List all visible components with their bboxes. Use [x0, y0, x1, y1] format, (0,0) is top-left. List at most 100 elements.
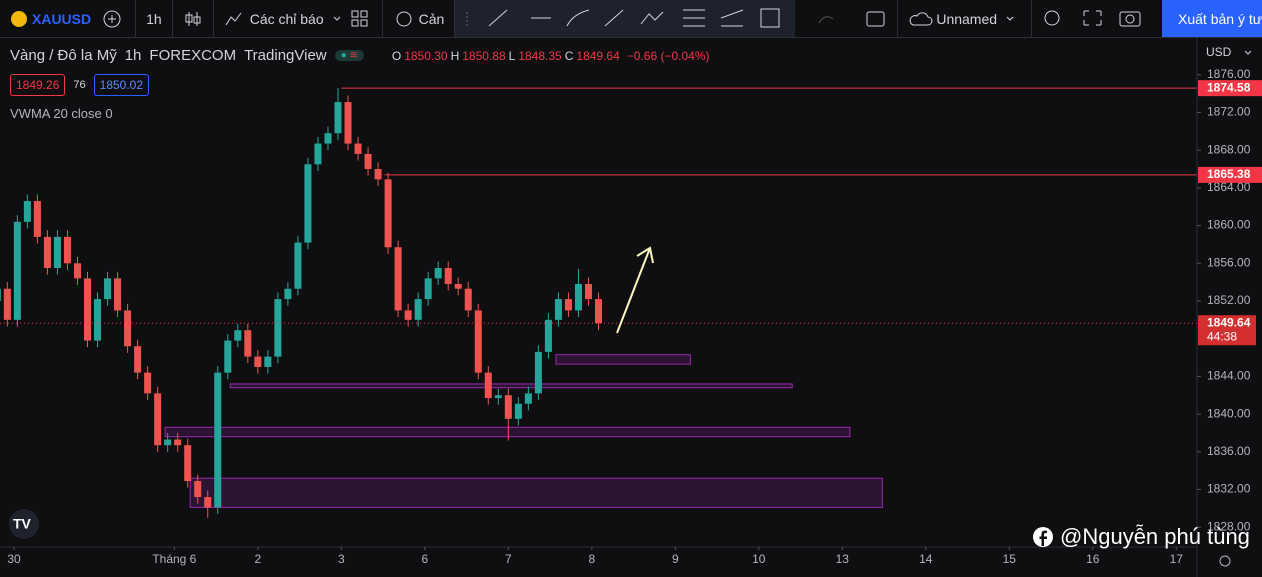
x-tick-label: 30 — [7, 552, 21, 566]
candle-body — [83, 278, 92, 341]
ask[interactable]: 1850.02 — [93, 74, 150, 96]
candle-body — [224, 340, 232, 373]
candle-body — [214, 372, 222, 508]
candle-body — [344, 102, 352, 144]
zone — [189, 477, 883, 508]
change: −0.66 (−0.04%) — [626, 48, 710, 63]
countdown: 44:38 — [1207, 329, 1237, 343]
compare-icon[interactable] — [99, 9, 125, 29]
x-tick-label: 6 — [421, 552, 428, 566]
candle-body — [174, 439, 182, 446]
candle-body — [434, 267, 442, 279]
x-tick-label: 9 — [672, 552, 679, 566]
y-tick-label: 1828.00 — [1207, 519, 1251, 533]
rect-icon — [866, 11, 885, 26]
layout-button[interactable]: Unnamed — [898, 0, 1033, 37]
plot-area — [0, 87, 1197, 518]
candle-body — [424, 278, 432, 300]
indicators: Các chỉ báo — [249, 10, 324, 27]
y-tick-label: 1872.00 — [1207, 105, 1251, 119]
o-value: 1850.30 — [404, 48, 448, 63]
indicator-legend: VWMA 20 close 0 — [10, 106, 113, 121]
caret — [333, 16, 340, 21]
h-label: H — [450, 48, 460, 63]
y-tick-label: 1864.00 — [1207, 180, 1251, 194]
price-label-box — [1198, 166, 1262, 183]
candle-body — [524, 393, 532, 404]
candle-body — [494, 395, 502, 399]
x-tick-label: 8 — [588, 552, 595, 566]
candle-body — [304, 164, 312, 243]
candle-body — [244, 330, 252, 357]
settings-icons[interactable] — [1032, 0, 1152, 37]
publish-button[interactable]: Xuất bản ý tư — [1162, 0, 1262, 37]
price-label-box — [1198, 80, 1262, 97]
candle-body — [574, 284, 582, 311]
legend: Vàng / Đô la Mỹ 1h FOREXCOM TradingView … — [10, 47, 710, 64]
candle-body — [484, 372, 492, 399]
svg-text:TV: TV — [13, 516, 32, 532]
market-status[interactable]: ● ≋ — [334, 50, 364, 61]
symbol-search[interactable]: XAUUSD — [0, 0, 137, 37]
x-tick-label: 17 — [1170, 552, 1184, 566]
y-tick-label: 1856.00 — [1207, 255, 1251, 269]
caret — [1006, 16, 1014, 21]
x-tick-label: 7 — [505, 552, 512, 566]
l-label: L — [508, 48, 516, 63]
candle-body — [13, 221, 21, 320]
y-tick-label: 1860.00 — [1207, 218, 1251, 232]
candle-body — [33, 201, 41, 237]
symbol: XAUUSD — [32, 10, 92, 27]
c-value: 1849.64 — [576, 48, 620, 63]
drawing-toolbar — [455, 0, 796, 37]
candle-body — [474, 310, 482, 373]
candle-body — [464, 288, 472, 311]
chart-type[interactable] — [173, 0, 214, 37]
interval[interactable]: 1h — [136, 0, 173, 37]
layout-name: Unnamed — [936, 10, 998, 27]
candle-body — [274, 299, 282, 357]
current-price-box — [1198, 315, 1256, 346]
candle-body — [534, 351, 542, 394]
current-price-label: 1849.64 — [1207, 315, 1251, 329]
settings — [1219, 555, 1231, 567]
candle-body — [324, 133, 332, 144]
candle-body — [504, 395, 512, 419]
x-tick-label: 16 — [1086, 552, 1100, 566]
watermark-text: @Nguyễn phú tùng — [1060, 524, 1250, 549]
templates-icon[interactable] — [348, 9, 372, 29]
candle-body — [144, 372, 152, 394]
candle-body — [254, 356, 262, 367]
x-tick-label: 14 — [919, 552, 933, 566]
fullscreen-select[interactable] — [855, 0, 899, 37]
x-tick-label: 10 — [752, 552, 766, 566]
arrow — [616, 247, 651, 334]
exchange: FOREXCOM — [149, 47, 237, 64]
drawing-tools[interactable] — [455, 0, 795, 37]
zone — [229, 383, 793, 389]
alerts-button[interactable]: Cản — [383, 0, 456, 37]
gear[interactable] — [1219, 555, 1231, 567]
candle-body — [364, 153, 372, 170]
bid[interactable]: 1849.26 — [10, 74, 66, 96]
candle-body — [594, 299, 603, 324]
candle-body — [114, 278, 122, 311]
candle-body — [294, 242, 302, 289]
candle-body — [544, 319, 552, 352]
alert-icon — [396, 11, 412, 26]
candle-body — [444, 267, 452, 285]
candle-body — [184, 445, 192, 482]
o-label: O — [391, 48, 402, 63]
legend-interval: 1h — [124, 47, 142, 64]
candle-body — [154, 393, 162, 446]
zone — [164, 426, 851, 438]
fb-icon — [1033, 527, 1053, 547]
currency[interactable]: USD — [1206, 45, 1232, 59]
indicators-button[interactable]: Các chỉ báo — [214, 0, 383, 37]
y-tick-label: 1876.00 — [1207, 67, 1251, 81]
y-tick-label: 1836.00 — [1207, 444, 1251, 458]
candle-body — [164, 439, 172, 446]
redo[interactable] — [795, 0, 855, 37]
